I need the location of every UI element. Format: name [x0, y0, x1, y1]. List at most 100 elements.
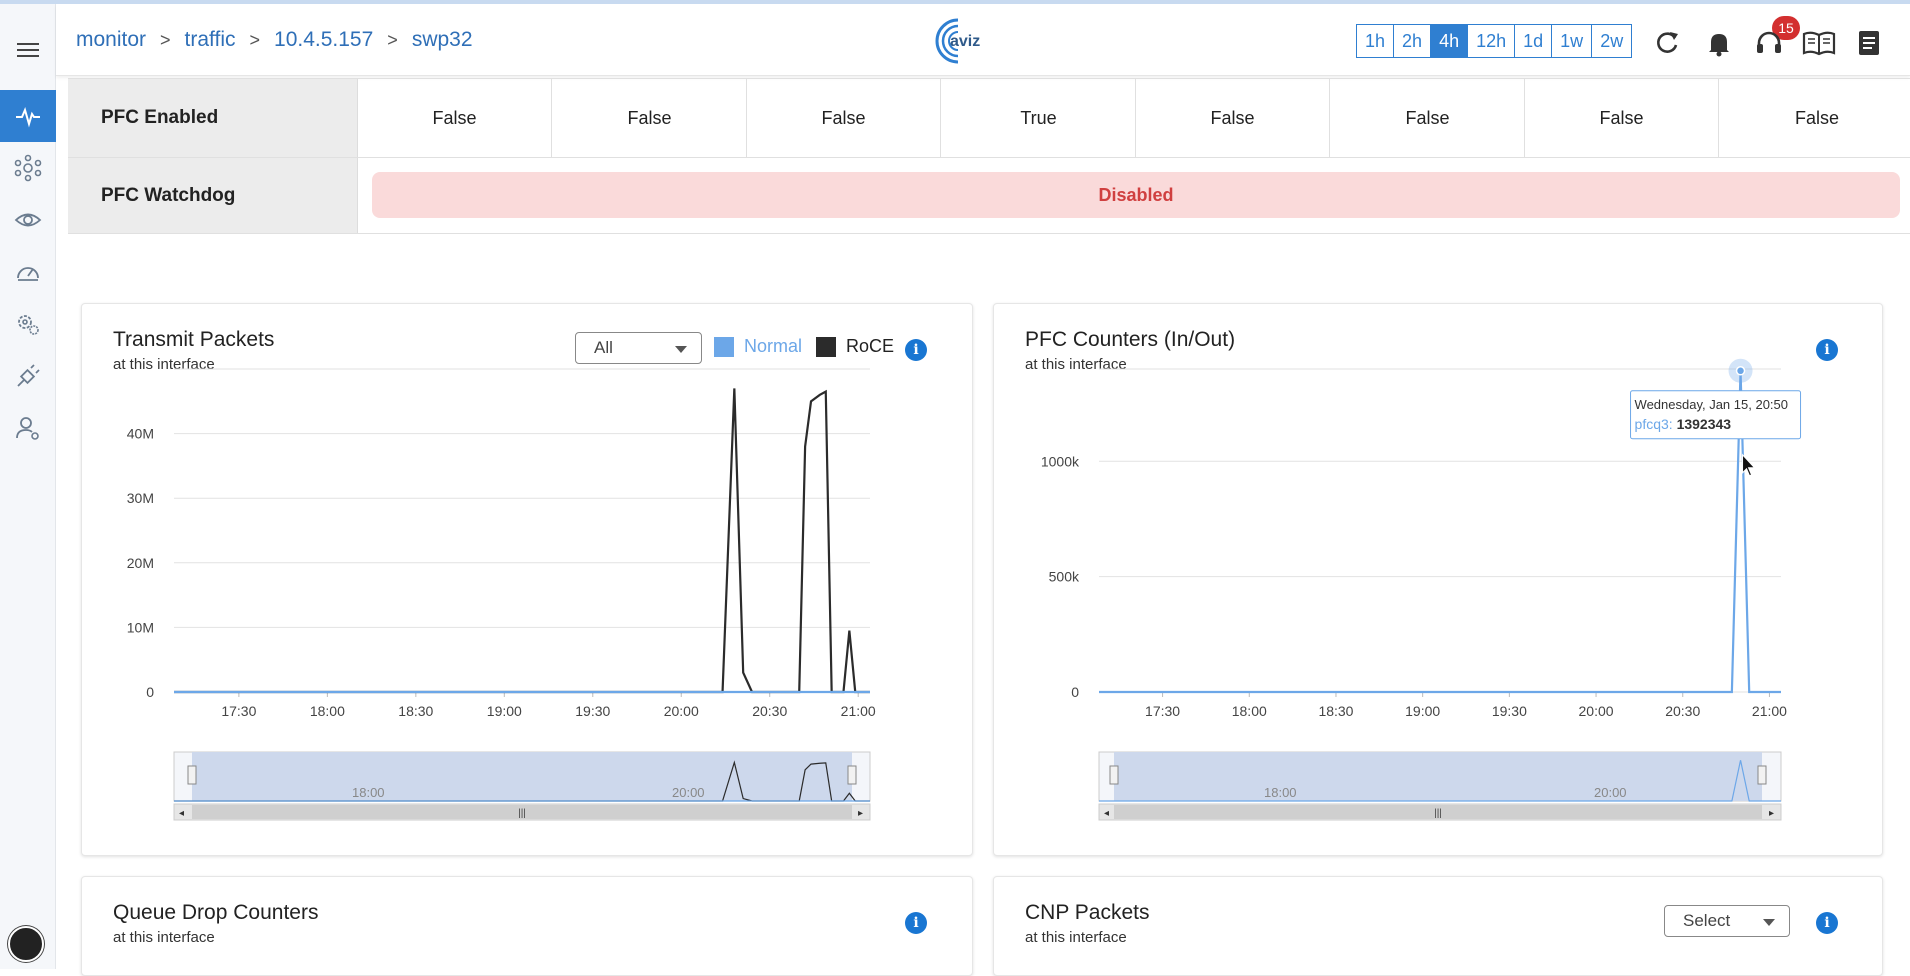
x-tick-label: 20:00 — [1579, 703, 1614, 719]
scroll-left-arrow[interactable]: ◂ — [1104, 808, 1109, 819]
range-button-2h[interactable]: 2h — [1394, 25, 1432, 57]
cnp-packets-title: CNP Packets — [1025, 901, 1150, 924]
sidebar-item-integrations[interactable] — [0, 350, 56, 402]
pfc-enabled-cell: False — [1136, 79, 1330, 157]
tooltip-date: Wednesday, Jan 15, 20:50 — [1635, 397, 1788, 412]
range-navigator: 18:00 20:00 — [1098, 751, 1782, 802]
caret-down-icon — [1763, 919, 1775, 926]
sidebar-item-user-settings[interactable] — [0, 402, 56, 454]
traffic-type-value: All — [594, 338, 613, 357]
user-avatar[interactable] — [8, 926, 44, 962]
pfc-enabled-cell: False — [358, 79, 552, 157]
range-button-4h[interactable]: 4h — [1431, 25, 1469, 57]
pfc-watchdog-label: PFC Watchdog — [68, 158, 358, 233]
pfc-enabled-cell: True — [942, 79, 1136, 157]
sidebar-item-monitor[interactable] — [0, 90, 56, 142]
x-tick-label: 18:30 — [1318, 703, 1353, 719]
queue-drop-title: Queue Drop Counters — [113, 901, 319, 924]
sidebar — [0, 4, 56, 969]
series-line-roce — [174, 388, 870, 694]
navigator-handle[interactable] — [1109, 765, 1119, 785]
range-navigator: 18:00 20:00 — [173, 751, 871, 802]
range-button-12h[interactable]: 12h — [1468, 25, 1516, 57]
menu-toggle-button[interactable] — [0, 24, 56, 76]
cnp-packets-card: CNP Packets at this interface Select i — [993, 876, 1883, 976]
info-icon[interactable]: i — [1816, 912, 1838, 934]
pfc-enabled-label: PFC Enabled — [68, 79, 358, 157]
range-button-1h[interactable]: 1h — [1357, 25, 1395, 57]
legend-roce[interactable]: RoCE — [816, 336, 894, 357]
pfc-enabled-cell: False — [1525, 79, 1719, 157]
navigator-series-roce — [174, 760, 870, 802]
x-tick-label: 19:00 — [487, 703, 522, 719]
info-icon[interactable]: i — [905, 912, 927, 934]
chart-tooltip: Wednesday, Jan 15, 20:50 pfcq3: 1392343 — [1630, 390, 1802, 440]
transmit-packets-title: Transmit Packets — [113, 328, 275, 351]
bell-icon[interactable] — [1704, 28, 1734, 58]
sidebar-item-dashboard[interactable] — [0, 246, 56, 298]
traffic-type-dropdown[interactable]: All — [575, 332, 702, 364]
navigator-handle[interactable] — [847, 765, 857, 785]
range-button-1d[interactable]: 1d — [1515, 25, 1553, 57]
time-range-selector: 1h 2h 4h 12h 1d 1w 2w — [1356, 24, 1633, 58]
breadcrumb-device[interactable]: 10.4.5.157 — [274, 28, 374, 51]
chevron-right-icon: > — [387, 29, 398, 50]
y-tick-label: 40M — [127, 426, 154, 442]
info-icon[interactable]: i — [1816, 339, 1838, 361]
x-tick-label: 18:00 — [1232, 703, 1267, 719]
breadcrumb-interface[interactable]: swp32 — [411, 28, 473, 51]
plug-icon — [17, 364, 40, 387]
navigator-handle[interactable] — [187, 765, 197, 785]
x-tick-label: 20:30 — [1665, 703, 1700, 719]
breadcrumb-monitor[interactable]: monitor — [76, 28, 147, 51]
legend-roce-swatch — [816, 336, 836, 357]
refresh-icon[interactable] — [1652, 28, 1682, 58]
pfc-enabled-cell: False — [747, 79, 941, 157]
navigator-selection — [192, 752, 852, 801]
book-icon[interactable] — [1802, 28, 1836, 58]
navigator-handle[interactable] — [1757, 765, 1767, 785]
eye-icon — [14, 213, 42, 227]
queue-drop-subtitle: at this interface — [113, 929, 215, 946]
x-tick-label: 21:00 — [841, 703, 876, 719]
transmit-packets-card: Transmit Packets at this interface All N… — [81, 303, 973, 856]
sidebar-item-topology[interactable] — [0, 142, 56, 194]
aviz-logo[interactable]: aviz — [928, 16, 988, 66]
range-button-1w[interactable]: 1w — [1552, 25, 1593, 57]
document-icon[interactable] — [1854, 28, 1884, 58]
transmit-packets-chart[interactable]: 0 10M 20M 30M 40M 17:30 18:00 18:30 19:00 19:30 20… — [82, 304, 974, 857]
cnp-select-dropdown[interactable]: Select — [1664, 905, 1790, 937]
y-tick-label: 0 — [1071, 684, 1079, 700]
gears-icon — [18, 315, 39, 335]
headset-icon[interactable] — [1754, 28, 1784, 58]
breadcrumb: monitor > traffic > 10.4.5.157 > swp32 — [76, 28, 473, 52]
y-tick-label: 1000k — [1041, 453, 1080, 469]
cnp-packets-subtitle: at this interface — [1025, 929, 1127, 946]
legend-normal[interactable]: Normal — [714, 336, 802, 357]
legend-normal-swatch — [714, 336, 734, 357]
scroll-right-arrow[interactable]: ▸ — [858, 808, 863, 819]
breadcrumb-traffic[interactable]: traffic — [184, 28, 236, 51]
navigator-series-pfcq3 — [1099, 760, 1781, 802]
scroll-left-arrow[interactable]: ◂ — [179, 808, 184, 819]
header: monitor > traffic > 10.4.5.157 > swp32 a… — [56, 4, 1910, 76]
scroll-right-arrow[interactable]: ▸ — [1769, 808, 1774, 819]
x-tick-label: 19:30 — [1492, 703, 1527, 719]
sidebar-item-observe[interactable] — [0, 194, 56, 246]
x-tick-label: 20:30 — [752, 703, 787, 719]
navigator-label: 18:00 — [352, 785, 385, 800]
info-icon[interactable]: i — [905, 339, 927, 361]
caret-down-icon — [675, 346, 687, 353]
pulse-icon — [16, 107, 40, 128]
pfc-counters-chart[interactable]: 0 500k 1000k 17:30 18:00 18:30 19:00 19:30 20:00… — [994, 304, 1884, 857]
sidebar-item-settings[interactable] — [0, 298, 56, 350]
pfc-enabled-row: PFC Enabled False False False True False… — [68, 78, 1910, 158]
legend-roce-label: RoCE — [846, 336, 895, 356]
navigator-label: 18:00 — [1264, 785, 1297, 800]
logo-text: aviz — [950, 33, 980, 50]
y-tick-label: 30M — [127, 490, 154, 506]
range-button-2w[interactable]: 2w — [1592, 25, 1632, 57]
mouse-cursor-icon — [1742, 453, 1756, 477]
top-accent-line — [0, 0, 1910, 4]
y-tick-label: 20M — [127, 555, 154, 571]
